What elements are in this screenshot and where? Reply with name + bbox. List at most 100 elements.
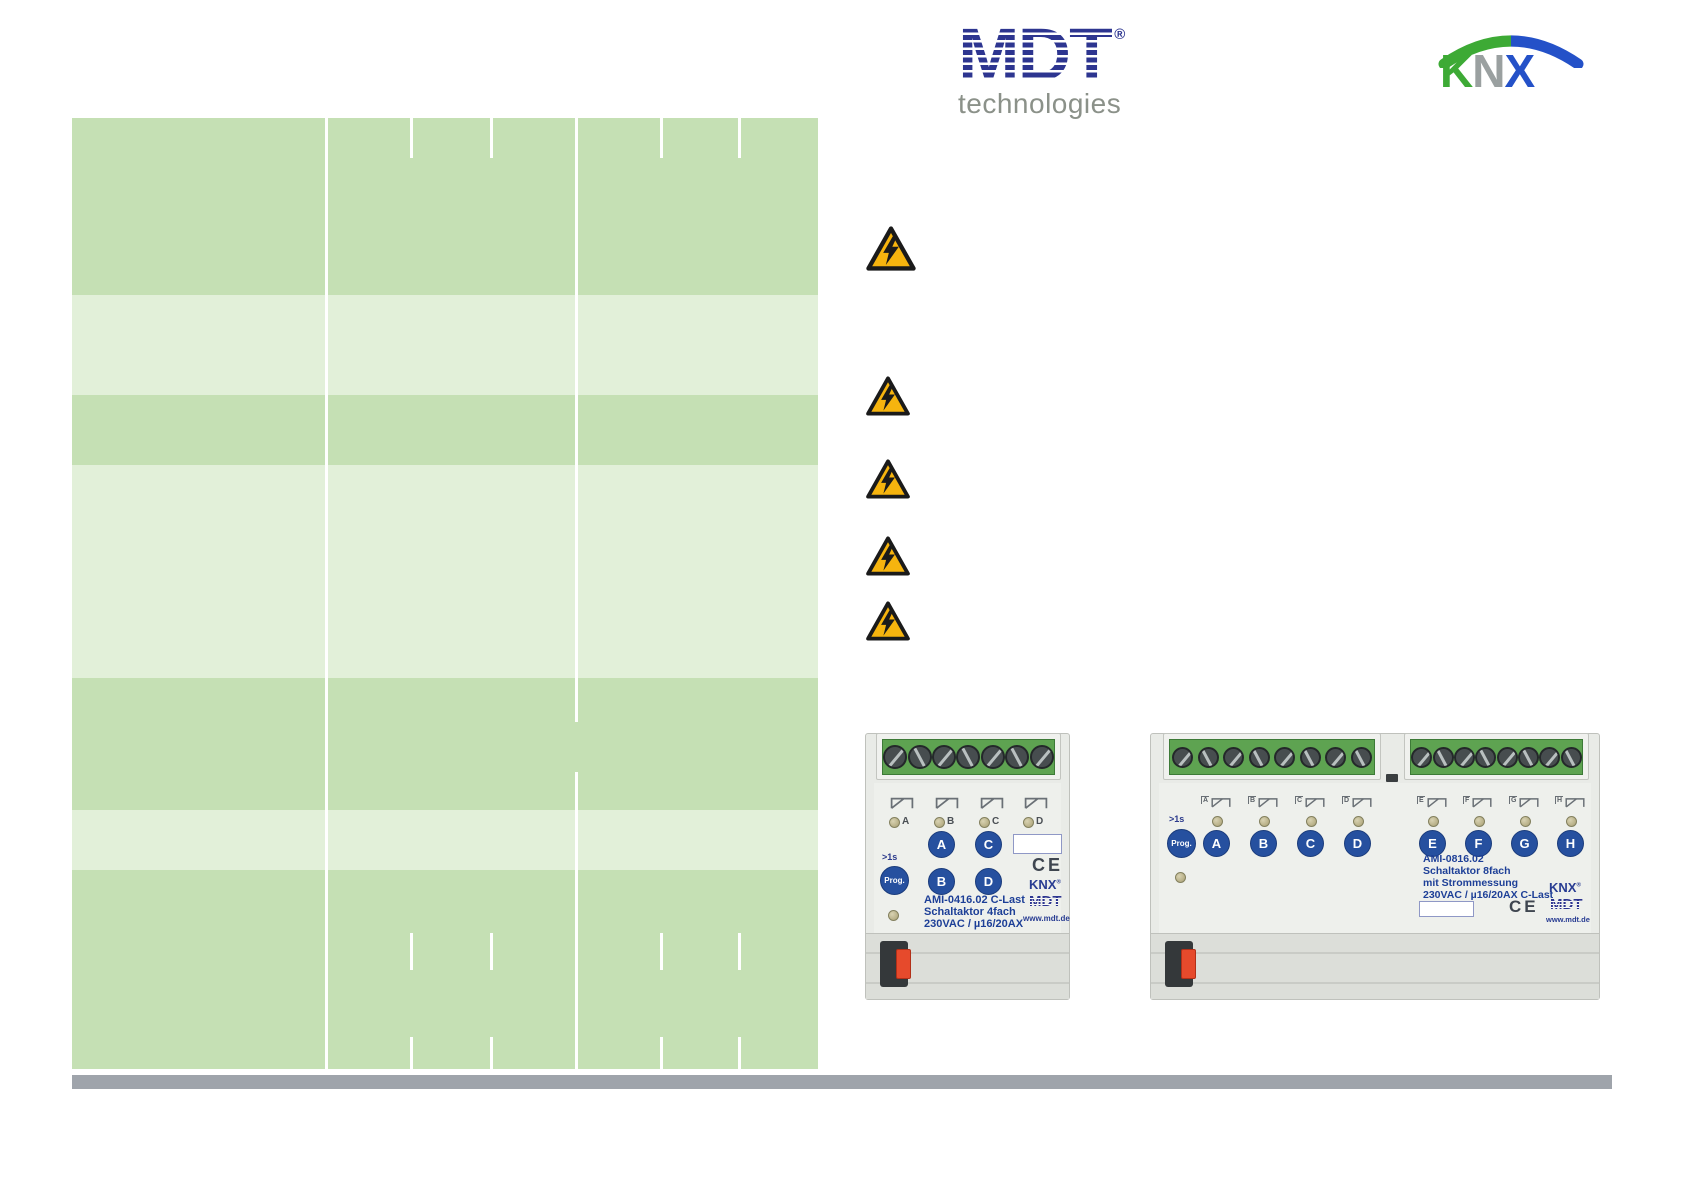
terminal-screw xyxy=(1172,746,1194,768)
terminal-strip xyxy=(1410,739,1583,775)
channel-led xyxy=(1520,816,1531,827)
relay-letter: D xyxy=(1342,796,1351,804)
ce-mark: CE xyxy=(1509,897,1539,916)
terminal-screw xyxy=(1029,745,1054,769)
address-label-box xyxy=(1013,834,1062,854)
relay-letter: C xyxy=(1295,796,1304,804)
merged-cell-patch xyxy=(572,722,580,772)
channel-button-b: B xyxy=(1250,830,1277,857)
subcolumn-tick xyxy=(490,118,493,158)
device-label-text: AMI-0816.02 Schaltaktor 8fach mit Stromm… xyxy=(1423,853,1553,901)
relay-symbol-icon: F xyxy=(1463,796,1493,809)
front-panel xyxy=(874,783,1061,933)
channel-led xyxy=(934,817,945,828)
prog-button: Prog. xyxy=(880,866,909,895)
registered-trademark-icon: ® xyxy=(1576,882,1581,889)
relay-symbol-icon xyxy=(979,796,1005,810)
channel-button-e: E xyxy=(1419,830,1446,857)
prog-hint-label: >1s xyxy=(882,852,898,862)
footer-divider-bar xyxy=(72,1075,1612,1089)
high-voltage-warning-icon xyxy=(865,458,911,500)
channel-led xyxy=(1212,816,1223,827)
subcolumn-tick xyxy=(410,118,413,158)
knx-badge-text: KNX xyxy=(1549,880,1577,895)
terminal-screw xyxy=(1299,746,1321,768)
relay-symbol-icon: E xyxy=(1417,796,1448,809)
relay-letter: E xyxy=(1417,796,1425,804)
prog-led xyxy=(1175,872,1186,883)
relay-symbol-icon: D xyxy=(1342,796,1373,809)
terminal-screw xyxy=(1453,746,1475,768)
channel-button-d: D xyxy=(975,868,1002,895)
terminal-housing xyxy=(876,733,1061,780)
terminal-screw xyxy=(1223,746,1245,768)
channel-led-label: B xyxy=(947,816,955,827)
terminal-screw xyxy=(932,745,957,769)
channel-led xyxy=(889,817,900,828)
channel-led xyxy=(1259,816,1270,827)
terminal-screw xyxy=(1475,746,1497,768)
mdt-logo-subtitle: technologies xyxy=(958,88,1122,119)
column-divider xyxy=(575,118,578,1069)
mdt-technologies-logo: MDT ® technologies xyxy=(958,18,1198,120)
channel-led-label: C xyxy=(992,816,1000,827)
device-label-text: AMI-0416.02 C-Last Schaltaktor 4fach 230… xyxy=(924,894,1025,930)
relay-letter: H xyxy=(1555,796,1564,804)
mdt-badge: MDT xyxy=(1550,896,1583,913)
subcolumn-tick xyxy=(410,1037,413,1069)
device-rating: 230VAC / µ16/20AX xyxy=(924,918,1024,930)
terminal-screw xyxy=(956,745,981,769)
subcolumn-tick xyxy=(660,933,663,970)
channel-button-a: A xyxy=(1203,830,1230,857)
terminal-screw xyxy=(1325,746,1347,768)
high-voltage-warning-icon xyxy=(865,535,911,577)
product-table xyxy=(72,118,818,1069)
website-label: www.mdt.de xyxy=(1546,915,1590,924)
channel-button-h: H xyxy=(1557,830,1584,857)
knx-logo: KNX xyxy=(1436,26,1586,102)
relay-symbol-icon xyxy=(1023,796,1049,810)
device-feature: mit Strommessung xyxy=(1423,877,1519,889)
knx-arc-icon xyxy=(1438,35,1584,68)
relay-letter: G xyxy=(1509,796,1518,804)
table-row xyxy=(72,465,818,678)
channel-led xyxy=(1306,816,1317,827)
high-voltage-warning-icon xyxy=(865,375,911,417)
relay-symbol-icon: H xyxy=(1555,796,1586,809)
terminal-screw xyxy=(1197,746,1219,768)
terminal-screw xyxy=(1518,746,1540,768)
subcolumn-tick xyxy=(660,1037,663,1069)
subcolumn-tick xyxy=(738,933,741,970)
din-release-tab xyxy=(896,949,911,979)
relay-symbol-icon: C xyxy=(1295,796,1326,809)
channel-button-a: A xyxy=(928,831,955,858)
mdt-badge: MDT xyxy=(1029,893,1062,910)
knx-badge: KNX® xyxy=(1029,877,1061,892)
ce-mark: CE xyxy=(1032,855,1064,875)
high-voltage-warning-icon xyxy=(865,225,917,272)
terminal-screw xyxy=(980,745,1005,769)
relay-symbol-icon xyxy=(889,796,915,810)
registered-trademark-icon: ® xyxy=(1114,26,1126,43)
relay-symbol-icon: G xyxy=(1509,796,1540,809)
channel-led xyxy=(1566,816,1577,827)
channel-led xyxy=(979,817,990,828)
channel-button-g: G xyxy=(1511,830,1538,857)
terminal-screw xyxy=(1274,746,1296,768)
din-release-notch xyxy=(1386,774,1398,782)
knx-letter-n: N xyxy=(1472,45,1505,97)
registered-trademark-icon: ® xyxy=(1056,879,1061,886)
terminal-screw xyxy=(1539,746,1561,768)
subcolumn-tick xyxy=(490,933,493,970)
product-photo-switch-actuator-8ch: A B C D E F G H A B C D E F G H >1s Prog… xyxy=(1150,733,1600,1000)
knx-badge: KNX® xyxy=(1549,880,1581,895)
terminal-screw xyxy=(1005,745,1030,769)
address-label-box xyxy=(1419,901,1474,917)
knx-letter-x: X xyxy=(1504,45,1535,97)
terminal-screw xyxy=(1432,746,1454,768)
terminal-screw xyxy=(1350,746,1372,768)
table-row xyxy=(72,678,818,810)
channel-button-c: C xyxy=(1297,830,1324,857)
subcolumn-tick xyxy=(410,933,413,970)
terminal-screw xyxy=(907,745,932,769)
